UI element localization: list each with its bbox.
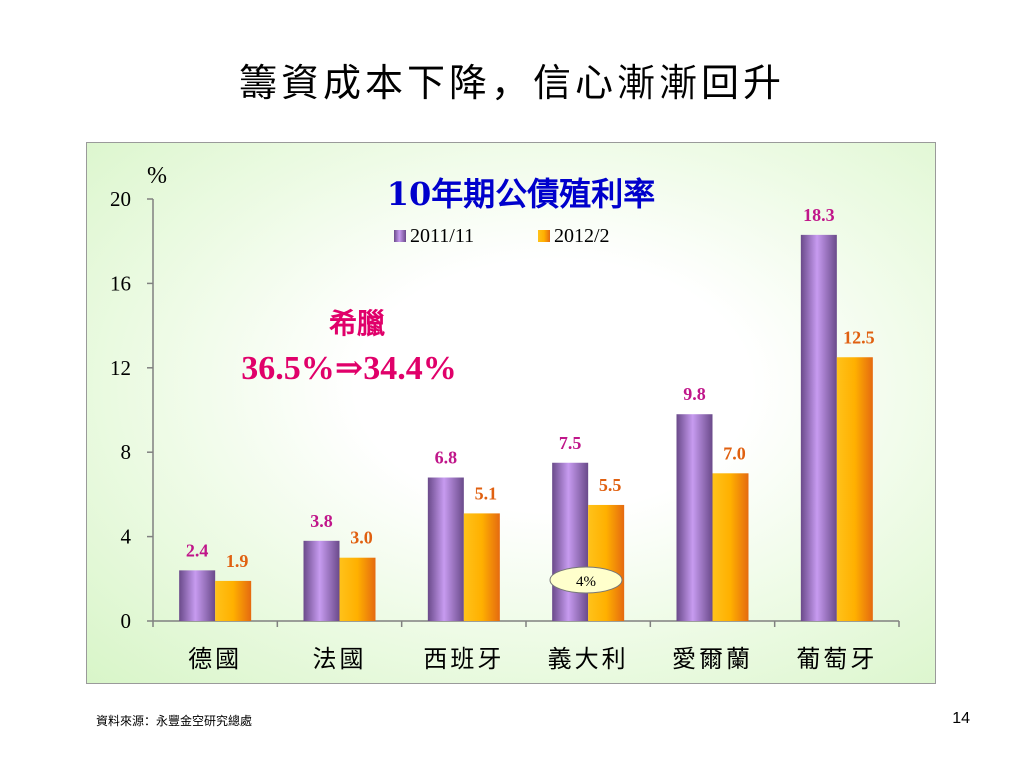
legend: 2011/11 2012/2 — [394, 225, 610, 247]
bar-series1 — [427, 477, 464, 621]
bar-value-label: 3.0 — [350, 528, 373, 548]
bar-series2 — [463, 513, 500, 621]
slide-title: 籌資成本下降，信心漸漸回升 — [238, 61, 785, 105]
italy-bubble: 4% — [549, 566, 623, 594]
bar-value-label: 7.5 — [559, 433, 582, 453]
legend-swatch — [538, 230, 550, 242]
bar-series2 — [215, 580, 252, 621]
bar-value-label: 2.4 — [186, 540, 209, 560]
legend-swatch — [394, 230, 406, 242]
bar-value-label: 12.5 — [843, 327, 875, 347]
legend-label: 2011/11 — [410, 225, 474, 247]
bar-series1 — [800, 234, 837, 621]
legend-label: 2012/2 — [554, 225, 610, 247]
y-tick-label: 12 — [110, 356, 131, 380]
category-label: 愛爾蘭 — [672, 645, 753, 673]
y-tick-label: 0 — [121, 609, 132, 633]
bar-value-label: 5.1 — [475, 483, 498, 503]
category-label: 葡萄牙 — [796, 645, 877, 673]
y-tick-label: 4 — [121, 525, 132, 549]
bar-value-label: 18.3 — [803, 205, 835, 225]
italy-bubble-label: 4% — [576, 574, 596, 590]
bar-series1 — [552, 462, 589, 621]
bar-series2 — [588, 504, 625, 621]
category-labels: 德國 法國 西班牙 義大利 愛爾蘭 葡萄牙 — [188, 645, 877, 673]
y-tick-label: 20 — [110, 187, 131, 211]
bar-series2 — [836, 357, 873, 621]
bar-value-label: 1.9 — [226, 551, 249, 571]
bar-value-label: 3.8 — [310, 511, 333, 531]
category-label: 西班牙 — [423, 645, 504, 673]
source-note: 資料來源：永豐金空研究總處 — [96, 714, 253, 728]
axes: 0 4 8 12 16 20 — [110, 187, 900, 633]
bar-value-label: 7.0 — [723, 443, 746, 463]
bars — [179, 234, 873, 621]
greece-annotation-value: 36.5%⇒34.4% — [241, 350, 457, 387]
bar-series2 — [339, 557, 376, 621]
category-label: 義大利 — [548, 645, 629, 673]
category-label: 法國 — [313, 645, 367, 673]
bar-series1 — [303, 540, 340, 621]
y-tick-label: 8 — [121, 440, 132, 464]
greece-annotation-name: 希臘 — [329, 307, 385, 340]
bar-value-label: 5.5 — [599, 475, 622, 495]
bar-value-label: 9.8 — [683, 384, 706, 404]
bar-chart: 10年期公債殖利率 % 2011/11 2012/2 0 4 8 12 16 20 2.4 1… — [110, 163, 900, 673]
bar-series1 — [676, 414, 713, 621]
bar-series2 — [712, 473, 749, 621]
y-tick-label: 16 — [110, 271, 131, 295]
bar-series1 — [179, 570, 216, 621]
bar-labels: 2.4 1.9 3.8 3.0 6.8 5.1 7.5 5.5 9.8 7.0 18.3 12.5 — [186, 205, 875, 571]
bar-value-label: 6.8 — [435, 448, 458, 468]
category-label: 德國 — [188, 645, 242, 673]
chart-title: 10年期公債殖利率 — [387, 175, 656, 213]
y-axis-unit: % — [147, 163, 167, 189]
page-number: 14 — [952, 710, 970, 727]
chart-panel: 10年期公債殖利率 % 2011/11 2012/2 0 4 8 12 16 20 2.4 1… — [86, 142, 936, 684]
